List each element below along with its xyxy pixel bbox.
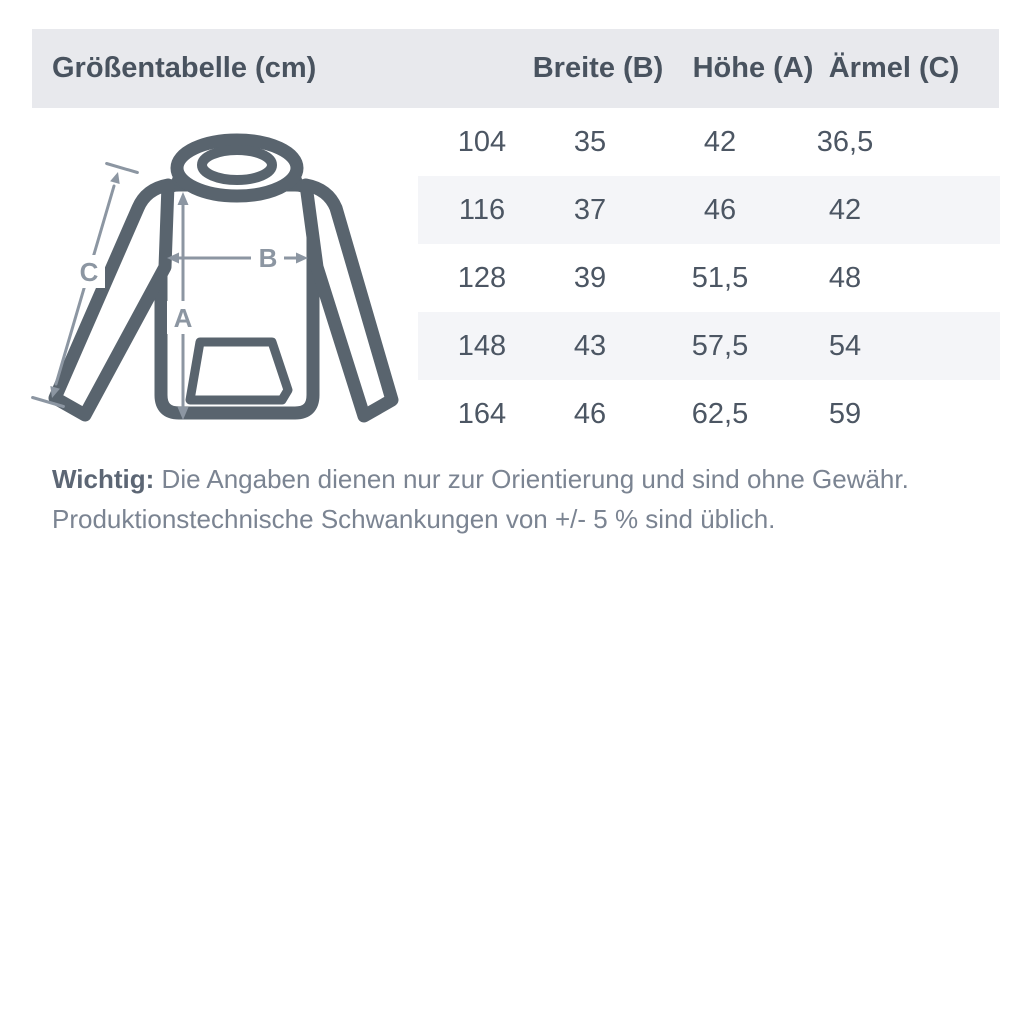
hoodie-pocket xyxy=(185,337,293,405)
col-header-breite: Breite (B) xyxy=(532,52,664,84)
breite-cell: 43 xyxy=(573,329,607,362)
hood-inner-ring xyxy=(197,145,277,185)
hoodie-sleeve-right xyxy=(299,178,399,423)
aermel-cell: 59 xyxy=(828,397,862,430)
note-label: Wichtig: xyxy=(52,464,155,494)
table-row: 104 35 42 36,5 xyxy=(418,108,1000,176)
size-cell: 128 xyxy=(457,261,507,294)
height-label: A xyxy=(174,303,193,333)
breite-cell: 46 xyxy=(573,397,607,430)
table-row: 148 43 57,5 54 xyxy=(418,312,1000,380)
size-cell: 148 xyxy=(457,329,507,362)
sleeve-label: C xyxy=(80,257,99,287)
chart-title: Größentabelle (cm) xyxy=(52,52,317,84)
table-row: 128 39 51,5 48 xyxy=(418,244,1000,312)
size-cell: 104 xyxy=(457,125,507,158)
aermel-cell: 48 xyxy=(828,261,862,294)
note-line2: Produktionstechnische Schwankungen von +… xyxy=(52,504,776,534)
label-b-backing xyxy=(251,241,284,274)
chart-header: Größentabelle (cm) Breite (B) Höhe (A) Ä… xyxy=(32,29,999,108)
label-c-backing xyxy=(73,255,105,288)
label-a-backing xyxy=(167,301,199,334)
col-header-hoehe: Höhe (A) xyxy=(692,52,814,84)
size-table: 104 35 42 36,5 116 37 46 42 128 39 51,5 … xyxy=(418,108,1000,448)
aermel-cell: 36,5 xyxy=(816,125,874,158)
hoodie-diagram: A B C xyxy=(31,133,399,423)
breite-cell: 39 xyxy=(573,261,607,294)
table-row: 164 46 62,5 59 xyxy=(418,380,1000,448)
breite-cell: 35 xyxy=(573,125,607,158)
aermel-cell: 54 xyxy=(828,329,862,362)
note-line1: Die Angaben dienen nur zur Orientierung … xyxy=(161,464,909,494)
hoehe-cell: 46 xyxy=(703,193,737,226)
size-cell: 116 xyxy=(458,193,506,226)
hoodie-sleeve-left xyxy=(48,178,175,422)
aermel-cell: 42 xyxy=(828,193,862,226)
disclaimer-note: Wichtig: Die Angaben dienen nur zur Orie… xyxy=(52,459,982,539)
breite-cell: 37 xyxy=(573,193,607,226)
size-cell: 164 xyxy=(457,397,507,430)
width-label: B xyxy=(259,243,278,273)
col-header-aermel: Ärmel (C) xyxy=(828,52,960,84)
hoehe-cell: 62,5 xyxy=(691,397,749,430)
hoehe-cell: 57,5 xyxy=(691,329,749,362)
hoehe-cell: 51,5 xyxy=(691,261,749,294)
hoehe-cell: 42 xyxy=(703,125,737,158)
table-row: 116 37 46 42 xyxy=(418,176,1000,244)
